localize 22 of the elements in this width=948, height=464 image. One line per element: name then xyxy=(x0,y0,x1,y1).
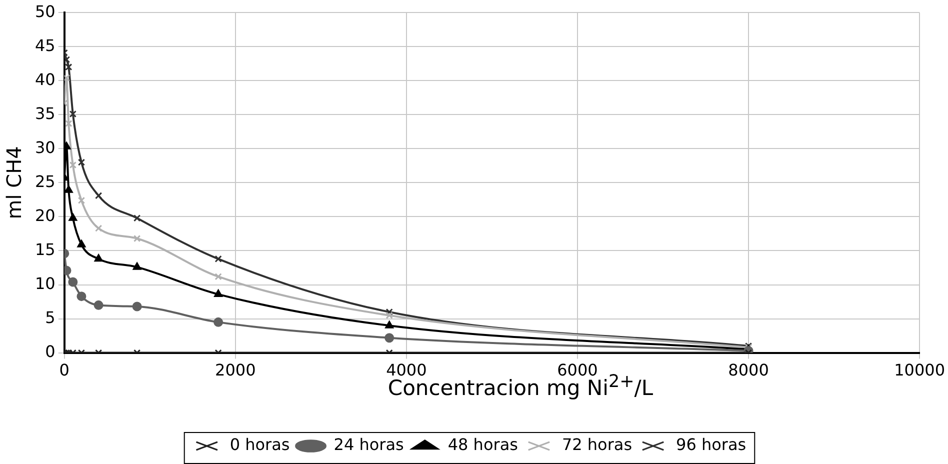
y-axis-title: ml CH4 xyxy=(2,146,26,220)
x-tick-label: 0 xyxy=(59,360,70,380)
y-tick-label: 35 xyxy=(35,104,56,123)
y-tick-label: 50 xyxy=(35,2,56,21)
legend-label: 0 horas xyxy=(230,435,290,454)
y-tick-label: 45 xyxy=(35,36,56,55)
y-tick-label: 40 xyxy=(35,70,56,89)
legend-label: 48 horas xyxy=(448,435,518,454)
y-tick-label: 20 xyxy=(35,206,56,225)
legend-label: 96 horas xyxy=(676,435,746,454)
y-tick-label: 25 xyxy=(35,172,56,191)
y-tick-label: 15 xyxy=(35,240,56,259)
y-tick-label: 0 xyxy=(45,342,56,361)
legend-label: 72 horas xyxy=(562,435,632,454)
x-tick-label: 6000 xyxy=(557,360,598,380)
x-tick-label: 2000 xyxy=(215,360,256,380)
x-tick-label: 8000 xyxy=(728,360,769,380)
x-tick-label: 10000 xyxy=(894,360,946,380)
y-tick-label: 30 xyxy=(35,138,56,157)
y-tick-label: 10 xyxy=(35,274,56,293)
y-tick-label: 5 xyxy=(45,308,56,327)
legend-label: 24 horas xyxy=(334,435,404,454)
